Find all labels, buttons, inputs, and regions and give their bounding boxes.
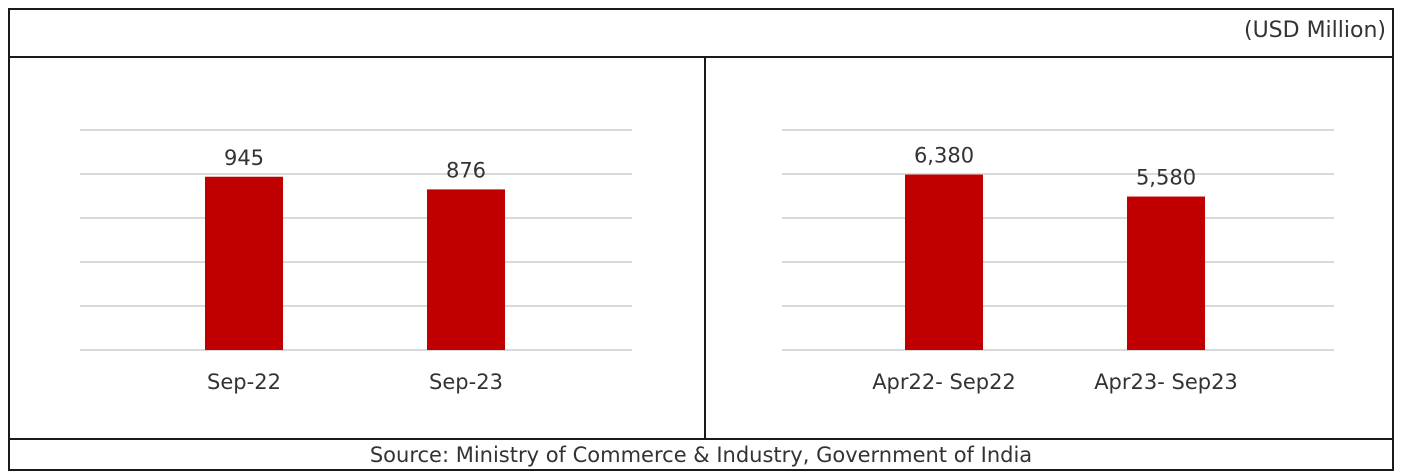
chart-panel-monthly: 945 Sep-22 876 Sep-23 [10, 58, 706, 438]
source-note: Source: Ministry of Commerce & Industry,… [369, 443, 1033, 467]
category-label: Sep-22 [207, 370, 281, 394]
category-label: Apr23- Sep23 [1094, 370, 1238, 394]
data-label: 6,380 [914, 144, 974, 168]
bar [1127, 196, 1205, 350]
data-label: 5,580 [1136, 166, 1196, 190]
bar [205, 176, 283, 350]
bar-chart-monthly: 945 Sep-22 876 Sep-23 [80, 129, 632, 394]
data-label: 945 [224, 146, 264, 170]
figure-frame: (USD Million) 945 Sep-22 876 Sep-23 6,380 Ap… [8, 8, 1394, 471]
unit-label: (USD Million) [1243, 18, 1386, 43]
category-label: Sep-23 [429, 370, 503, 394]
data-label: 876 [446, 158, 486, 182]
chart-panels: 945 Sep-22 876 Sep-23 6,380 Apr22- Sep22 5,58… [10, 58, 1392, 438]
bar [427, 189, 505, 350]
bar-chart-cumulative: 6,380 Apr22- Sep22 5,580 Apr23- Sep23 [782, 129, 1334, 394]
chart-panel-cumulative: 6,380 Apr22- Sep22 5,580 Apr23- Sep23 [706, 58, 1392, 438]
unit-row: (USD Million) [10, 10, 1392, 58]
bar [905, 174, 983, 350]
source-row: Source: Ministry of Commerce & Industry,… [10, 438, 1392, 469]
category-label: Apr22- Sep22 [872, 370, 1016, 394]
